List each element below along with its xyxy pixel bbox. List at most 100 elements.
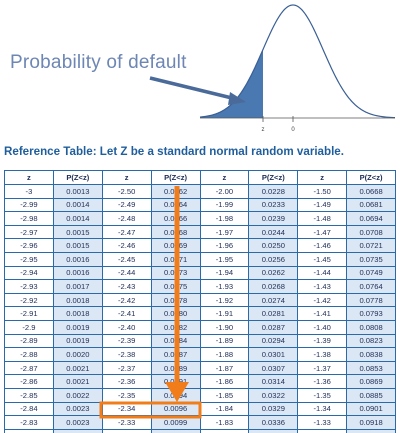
z-value-cell: -2.91: [4, 306, 54, 321]
z-value-cell: -1.40: [297, 319, 348, 335]
z-value-cell: -1.46: [297, 238, 348, 253]
probability-cell: 0.0274: [248, 292, 299, 308]
z-value-cell: -1.95: [199, 251, 250, 267]
z-value-cell: -1.98: [199, 211, 250, 226]
z-value-cell: -1.32: [297, 428, 348, 433]
normal-curve-figure: z 0: [0, 0, 400, 140]
probability-cell: 0.0244: [248, 224, 299, 240]
z-value-cell: -2.47: [101, 224, 152, 240]
probability-cell: 0.0808: [346, 319, 396, 335]
z-value-cell: -1.96: [199, 238, 250, 253]
probability-cell: 0.0735: [346, 251, 396, 267]
z-value-cell: -2.43: [101, 279, 152, 294]
table-row: -2.9 0.0019 -2.40 0.0082 -1.90 0.0287 -1.40 0.0…: [4, 319, 396, 335]
z-value-cell: -2.97: [4, 224, 54, 240]
table-header-row: z P(Z<z) z P(Z<z) z P(Z<z) z P(Z<z): [4, 170, 396, 185]
z-value-cell: -1.91: [199, 306, 250, 321]
z-value-cell: -2.83: [4, 415, 54, 430]
probability-cell: 0.0066: [150, 211, 201, 226]
probability-cell: 0.0064: [150, 197, 201, 213]
probability-cell: 0.0019: [52, 333, 103, 349]
z-value-cell: -1.47: [297, 224, 348, 240]
z-value-cell: -1.89: [199, 333, 250, 349]
probability-of-default-label: Probability of default: [10, 52, 187, 73]
z-value-cell: -2.42: [101, 292, 152, 308]
column-header-probability: P(Z<z): [150, 170, 201, 185]
z-value-cell: -2.36: [101, 374, 152, 389]
probability-cell: 0.0082: [150, 319, 201, 335]
probability-cell: 0.0239: [248, 211, 299, 226]
z-value-cell: -1.43: [297, 279, 348, 294]
table-row: -2.96 0.0015 -2.46 0.0069 -1.96 0.0250 -1.46 0.…: [4, 238, 396, 253]
z-value-cell: -1.84: [199, 401, 250, 417]
z-value-cell: -2.33: [101, 415, 152, 430]
table-row: -2.820.0024-2.320.0102-1.820.0344-1.320.…: [4, 428, 396, 433]
table-row: -2.94 0.0016 -2.44 0.0073 -1.94 0.0262 -1.44 0.…: [4, 265, 396, 281]
probability-cell: 0.0838: [346, 347, 396, 362]
z-value-cell: -2.92: [4, 292, 54, 308]
probability-cell: 0.0314: [248, 374, 299, 389]
z-value-cell: -2.48: [101, 211, 152, 226]
probability-cell: 0.0256: [248, 251, 299, 267]
probability-cell: 0.0023: [52, 401, 103, 417]
z-value-cell: -2.84: [4, 401, 54, 417]
z-value-cell: -2.50: [101, 184, 152, 199]
probability-cell: 0.0091: [150, 374, 201, 389]
z-value-cell: -2.49: [101, 197, 152, 213]
probability-cell: 0.0268: [248, 279, 299, 294]
probability-cell: 0.0764: [346, 279, 396, 294]
table-row: -2.86 0.0021 -2.36 0.0091 -1.86 0.0314 -1.36 0.…: [4, 374, 396, 389]
column-header-z: z: [199, 170, 250, 185]
z-axis-label: z: [262, 127, 265, 133]
z-value-cell: -1.33: [297, 415, 348, 430]
probability-cell: 0.0708: [346, 224, 396, 240]
probability-cell: 0.0078: [150, 292, 201, 308]
z-value-cell: -2.34: [101, 401, 152, 417]
probability-cell: 0.0073: [150, 265, 201, 281]
z-value-cell: -1.99: [199, 197, 250, 213]
z-value-cell: -1.34: [297, 401, 348, 417]
probability-cell: 0.0681: [346, 197, 396, 213]
probability-cell: 0.0069: [150, 238, 201, 253]
probability-cell: 0.0885: [346, 387, 396, 403]
probability-cell: 0.0087: [150, 347, 201, 362]
z-value-cell: -1.42: [297, 292, 348, 308]
z-value-cell: -2.89: [4, 333, 54, 349]
column-header-z: z: [101, 170, 152, 185]
table-row: -2.85 0.0022 -2.35 0.0094 -1.85 0.0322 -1.35 0.…: [4, 387, 396, 403]
z-value-cell: -1.50: [297, 184, 348, 199]
z-value-cell: -2.88: [4, 347, 54, 362]
probability-cell: 0.0823: [346, 333, 396, 349]
probability-cell: 0.0307: [248, 360, 299, 376]
table-row: -2.99 0.0014 -2.49 0.0064 -1.99 0.0233 -1.49 0.…: [4, 197, 396, 213]
probability-cell: 0.0228: [248, 184, 299, 199]
probability-cell: 0.0023: [52, 415, 103, 430]
z-value-cell: -1.94: [199, 265, 250, 281]
probability-cell: 0.0014: [52, 211, 103, 226]
probability-cell: 0.0018: [52, 306, 103, 321]
z-value-cell: -2.96: [4, 238, 54, 253]
probability-cell: 0.0024: [52, 428, 103, 433]
z-value-cell: -2.9: [4, 319, 54, 335]
probability-cell: 0.0250: [248, 238, 299, 253]
z-value-cell: -1.86: [199, 374, 250, 389]
z-value-cell: -1.92: [199, 292, 250, 308]
probability-cell: 0.0102: [150, 428, 201, 433]
probability-cell: 0.0281: [248, 306, 299, 321]
probability-cell: 0.0075: [150, 279, 201, 294]
probability-cell: 0.0015: [52, 238, 103, 253]
probability-cell: 0.0022: [52, 387, 103, 403]
z-value-cell: -2.39: [101, 333, 152, 349]
normal-curve-svg: z 0: [149, 4, 396, 133]
z-value-cell: -2.40: [101, 319, 152, 335]
z-value-cell: -1.83: [199, 415, 250, 430]
probability-cell: 0.0668: [346, 184, 396, 199]
probability-cell: 0.0869: [346, 374, 396, 389]
z-value-cell: -1.45: [297, 251, 348, 267]
column-header-z: z: [297, 170, 348, 185]
table-body: -3 0.0013 -2.50 0.0062 -2.00 0.0228 -1.50 0.066…: [4, 184, 396, 433]
z-value-cell: -2.41: [101, 306, 152, 321]
probability-cell: 0.0301: [248, 347, 299, 362]
probability-cell: 0.0084: [150, 333, 201, 349]
z-value-cell: -2.99: [4, 197, 54, 213]
